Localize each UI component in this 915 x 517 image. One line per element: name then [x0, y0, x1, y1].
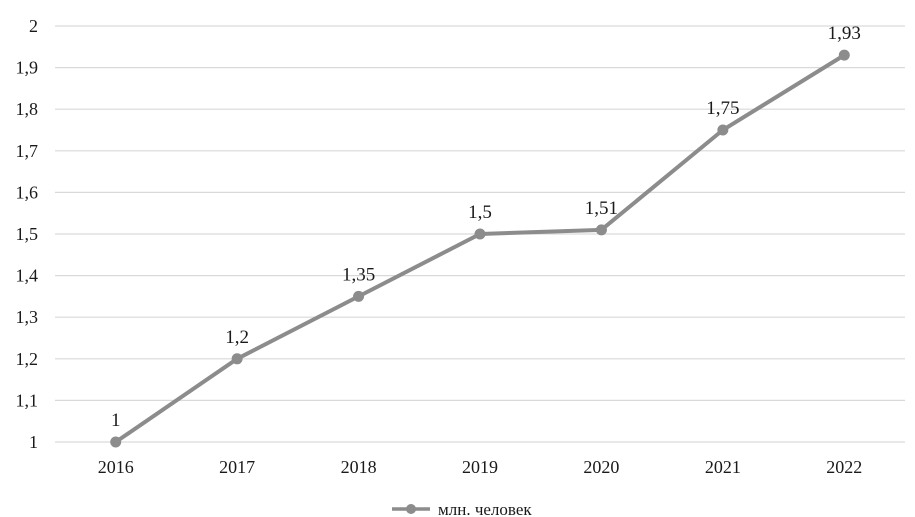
- x-tick-label: 2021: [705, 457, 741, 477]
- y-tick-label: 1,8: [16, 99, 39, 119]
- data-labels: 1 1,2 1,35 1,5 1,51 1,75 1,93: [111, 23, 861, 431]
- y-tick-label: 1: [29, 432, 38, 452]
- data-point: [231, 353, 243, 365]
- y-tick-label: 1,5: [16, 224, 39, 244]
- legend: млн. человек: [392, 500, 532, 517]
- y-tick-label: 1,7: [16, 141, 39, 161]
- y-tick-label: 1,1: [16, 390, 39, 410]
- legend-point-marker: [406, 504, 416, 514]
- data-point: [838, 49, 850, 61]
- x-axis-ticks: 2016 2017 2018 2019 2020 2021 2022: [98, 457, 863, 477]
- data-label: 1,2: [225, 327, 249, 348]
- data-point: [595, 224, 607, 236]
- y-tick-label: 1,3: [16, 307, 39, 327]
- data-label: 1: [111, 410, 121, 431]
- data-label: 1,51: [585, 198, 618, 219]
- x-tick-label: 2018: [341, 457, 377, 477]
- x-tick-label: 2017: [219, 457, 255, 477]
- data-point: [717, 124, 729, 136]
- x-tick-label: 2022: [826, 457, 862, 477]
- y-tick-label: 1,9: [16, 58, 39, 78]
- data-point: [474, 228, 486, 240]
- y-tick-label: 1,2: [16, 349, 39, 369]
- data-label: 1,75: [706, 98, 739, 119]
- y-tick-label: 2: [29, 16, 38, 36]
- x-tick-label: 2020: [583, 457, 619, 477]
- x-tick-label: 2019: [462, 457, 498, 477]
- data-label: 1,35: [342, 264, 375, 285]
- data-point: [353, 290, 365, 302]
- series-layer: [110, 49, 850, 448]
- y-axis-ticks: 1 1,1 1,2 1,3 1,4 1,5 1,6 1,7 1,8 1,9 2: [16, 16, 39, 452]
- y-tick-label: 1,6: [16, 182, 39, 202]
- x-tick-label: 2016: [98, 457, 134, 477]
- y-tick-label: 1,4: [16, 266, 39, 286]
- legend-label: млн. человек: [438, 500, 532, 517]
- data-point: [110, 436, 122, 448]
- data-label: 1,5: [468, 202, 492, 223]
- data-label: 1,93: [828, 23, 861, 44]
